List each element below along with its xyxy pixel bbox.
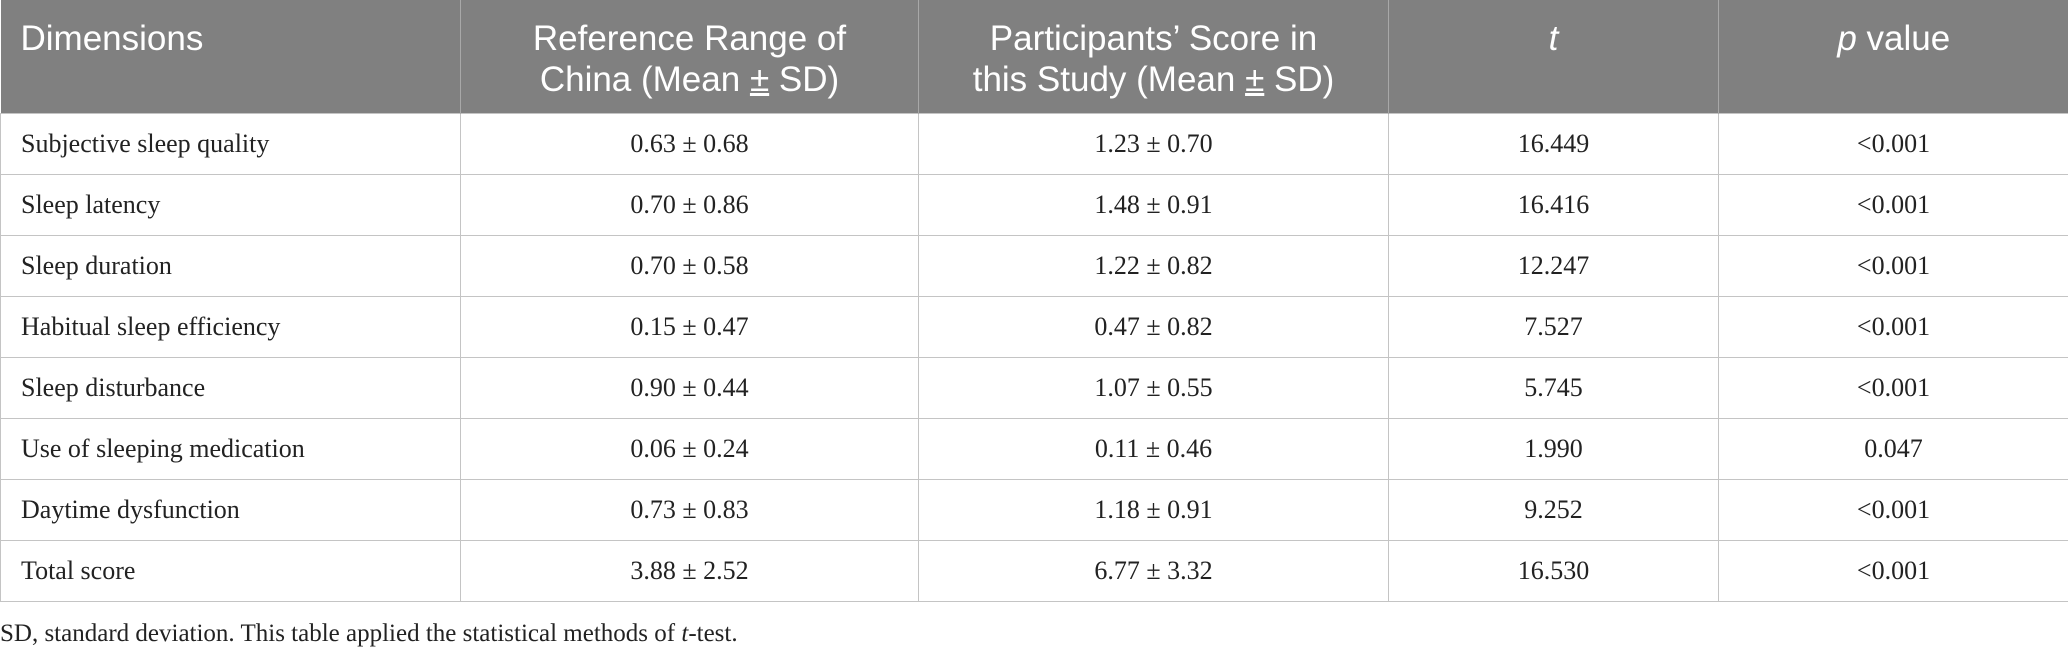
cell-participants: 0.11 ± 0.46 <box>918 417 1389 480</box>
header-dimensions: Dimensions <box>0 0 461 113</box>
cell-t: 12.247 <box>1388 234 1719 297</box>
cell-t: 1.990 <box>1388 417 1719 480</box>
header-dimensions-label: Dimensions <box>20 19 204 58</box>
cell-p: <0.001 <box>1718 234 2068 297</box>
cell-reference: 0.70 ± 0.58 <box>460 234 919 297</box>
cell-dimension: Use of sleeping medication <box>0 417 461 480</box>
cell-participants: 1.48 ± 0.91 <box>918 173 1389 236</box>
header-t: t <box>1388 0 1719 113</box>
header-p-italic: p <box>1837 19 1857 58</box>
cell-participants: 1.07 ± 0.55 <box>918 356 1389 419</box>
cell-reference: 0.15 ± 0.47 <box>460 295 919 358</box>
table-row: Sleep disturbance 0.90 ± 0.44 1.07 ± 0.5… <box>0 356 2068 419</box>
header-participants-line1: Participants’ Score in <box>989 19 1318 58</box>
footnote-italic: t <box>681 620 689 647</box>
results-table: Dimensions Reference Range of China (Mea… <box>0 0 2068 602</box>
cell-dimension: Sleep latency <box>0 173 461 236</box>
header-participants-pm: ± <box>1245 60 1265 99</box>
cell-p: <0.001 <box>1718 478 2068 541</box>
table-row: Sleep duration 0.70 ± 0.58 1.22 ± 0.82 1… <box>0 234 2068 297</box>
table-row: Use of sleeping medication 0.06 ± 0.24 0… <box>0 417 2068 480</box>
header-reference-line1: Reference Range of <box>532 19 847 58</box>
cell-dimension: Subjective sleep quality <box>0 112 461 175</box>
cell-dimension: Daytime dysfunction <box>0 478 461 541</box>
table-footnote: SD, standard deviation. This table appli… <box>0 620 738 648</box>
cell-participants: 1.23 ± 0.70 <box>918 112 1389 175</box>
cell-t: 16.530 <box>1388 539 1719 602</box>
header-participants-line2-pre: this Study (Mean <box>972 60 1246 99</box>
cell-reference: 0.06 ± 0.24 <box>460 417 919 480</box>
table-row: Total score 3.88 ± 2.52 6.77 ± 3.32 16.5… <box>0 539 2068 602</box>
cell-p: <0.001 <box>1718 539 2068 602</box>
cell-t: 7.527 <box>1388 295 1719 358</box>
header-p-rest: value <box>1856 19 1951 58</box>
header-reference-line2-pre: China (Mean <box>539 60 750 99</box>
results-table-wrapper: Dimensions Reference Range of China (Mea… <box>0 0 2068 602</box>
cell-dimension: Sleep disturbance <box>0 356 461 419</box>
cell-t: 16.416 <box>1388 173 1719 236</box>
table-body: Subjective sleep quality 0.63 ± 0.68 1.2… <box>0 112 2068 602</box>
cell-reference: 3.88 ± 2.52 <box>460 539 919 602</box>
footnote-text-pre: SD, standard deviation. This table appli… <box>0 620 682 647</box>
cell-reference: 0.90 ± 0.44 <box>460 356 919 419</box>
footnote-text-post: -test. <box>688 620 738 647</box>
cell-t: 5.745 <box>1388 356 1719 419</box>
cell-participants: 1.18 ± 0.91 <box>918 478 1389 541</box>
cell-participants: 6.77 ± 3.32 <box>918 539 1389 602</box>
header-reference-pm: ± <box>749 60 770 99</box>
table-header: Dimensions Reference Range of China (Mea… <box>0 0 2068 113</box>
cell-participants: 1.22 ± 0.82 <box>918 234 1389 297</box>
cell-t: 9.252 <box>1388 478 1719 541</box>
header-p-value: p value <box>1718 0 2068 113</box>
cell-reference: 0.63 ± 0.68 <box>460 112 919 175</box>
table-row: Daytime dysfunction 0.73 ± 0.83 1.18 ± 0… <box>0 478 2068 541</box>
cell-p: <0.001 <box>1718 173 2068 236</box>
header-participants-score: Participants’ Score in this Study (Mean … <box>918 0 1389 113</box>
header-reference-range: Reference Range of China (Mean ± SD) <box>460 0 919 113</box>
table-row: Sleep latency 0.70 ± 0.86 1.48 ± 0.91 16… <box>0 173 2068 236</box>
cell-p: <0.001 <box>1718 356 2068 419</box>
cell-p: <0.001 <box>1718 112 2068 175</box>
cell-p: <0.001 <box>1718 295 2068 358</box>
header-participants-line2-post: SD) <box>1264 60 1335 99</box>
header-t-label: t <box>1548 19 1559 58</box>
cell-reference: 0.73 ± 0.83 <box>460 478 919 541</box>
table-row: Subjective sleep quality 0.63 ± 0.68 1.2… <box>0 112 2068 175</box>
cell-p: 0.047 <box>1718 417 2068 480</box>
cell-dimension: Sleep duration <box>0 234 461 297</box>
cell-participants: 0.47 ± 0.82 <box>918 295 1389 358</box>
cell-reference: 0.70 ± 0.86 <box>460 173 919 236</box>
header-row: Dimensions Reference Range of China (Mea… <box>0 0 2068 113</box>
cell-t: 16.449 <box>1388 112 1719 175</box>
cell-dimension: Habitual sleep efficiency <box>0 295 461 358</box>
cell-dimension: Total score <box>0 539 461 602</box>
header-reference-line2-post: SD) <box>769 60 840 99</box>
table-row: Habitual sleep efficiency 0.15 ± 0.47 0.… <box>0 295 2068 358</box>
